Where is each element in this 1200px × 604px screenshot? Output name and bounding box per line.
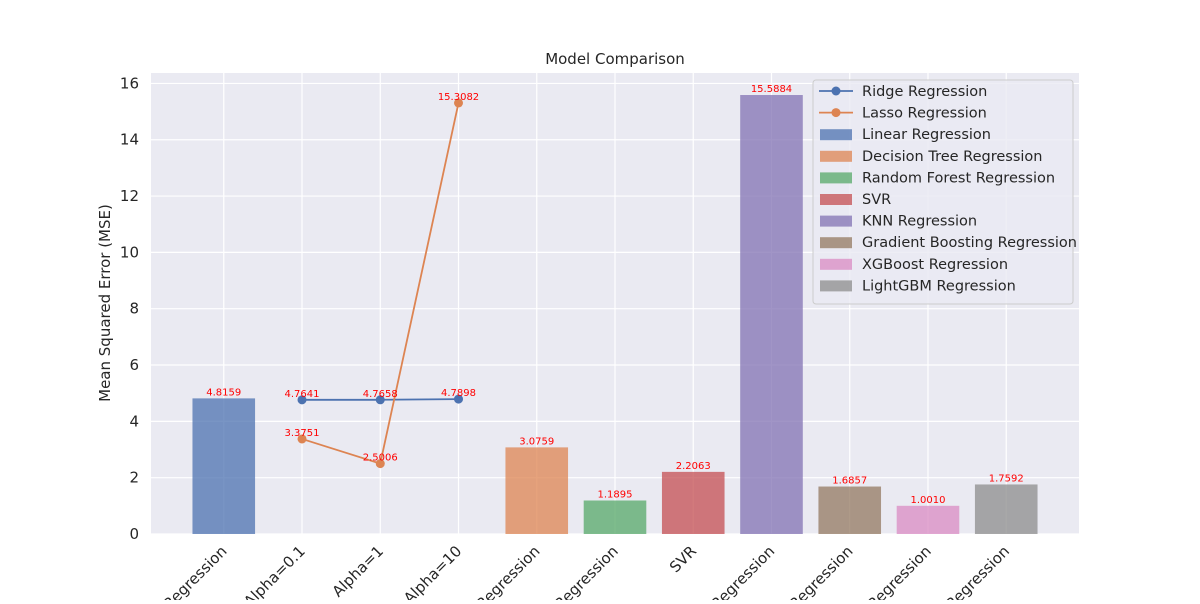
value-label: 15.3082: [438, 92, 479, 103]
value-label: 4.8159: [206, 387, 241, 398]
y-axis-label: Mean Squared Error (MSE): [96, 204, 114, 402]
y-tick-label: 8: [129, 300, 139, 318]
legend-swatch: [820, 258, 852, 270]
legend-swatch: [820, 172, 852, 184]
legend-label: LightGBM Regression: [862, 278, 1016, 294]
bar: [192, 398, 256, 534]
value-label: 4.7641: [285, 389, 320, 400]
value-label: 1.6857: [832, 476, 867, 487]
line-marker: [375, 459, 385, 469]
line-marker: [454, 394, 464, 404]
legend-swatch: [820, 150, 852, 162]
legend-marker: [831, 86, 841, 96]
bar: [818, 486, 882, 534]
value-label: 4.7658: [363, 389, 398, 400]
y-tick-label: 4: [129, 412, 139, 430]
x-tick-label: Linear Regression: [124, 542, 231, 600]
y-tick-label: 12: [120, 187, 139, 205]
x-tick-label: Alpha=10: [400, 542, 465, 600]
x-tick-label: SVR: [666, 542, 700, 576]
bar: [505, 447, 569, 534]
legend-swatch: [820, 194, 852, 205]
value-label: 2.2063: [676, 461, 711, 472]
legend-label: Random Forest Regression: [862, 170, 1055, 186]
legend-label: Decision Tree Regression: [862, 149, 1042, 165]
value-label: 2.5006: [363, 453, 398, 464]
legend-swatch: [820, 215, 852, 227]
value-label: 4.7898: [441, 388, 476, 399]
legend-label: Ridge Regression: [862, 84, 987, 100]
line-marker: [297, 434, 307, 444]
line-marker: [454, 98, 464, 108]
legend: Ridge Regression Lasso Regression Linear R…: [812, 79, 1077, 305]
legend-swatch: [820, 237, 852, 249]
x-tick-label: Alpha=1: [329, 542, 388, 600]
value-label: 15.5884: [751, 84, 792, 95]
value-label: 1.1895: [598, 490, 633, 501]
line-marker: [297, 395, 307, 405]
value-label: 1.0010: [910, 495, 945, 506]
legend-swatch: [820, 280, 852, 292]
line-marker: [375, 395, 385, 405]
legend-swatch: [820, 129, 852, 141]
legend-label: SVR: [862, 192, 891, 208]
legend-label: KNN Regression: [862, 214, 977, 230]
legend-label: Gradient Boosting Regression: [862, 235, 1077, 251]
legend-marker: [831, 108, 841, 118]
y-tick-label: 10: [120, 243, 139, 261]
bar: [661, 471, 725, 534]
chart-title: Model Comparison: [545, 50, 685, 68]
bar: [974, 484, 1038, 534]
value-label: 1.7592: [989, 473, 1024, 484]
marks: [192, 95, 1038, 534]
y-tick-label: 0: [129, 525, 139, 543]
legend-box: [812, 79, 1074, 305]
y-tick-label: 2: [129, 469, 139, 487]
y-tick-label: 14: [120, 131, 139, 149]
bar: [896, 505, 960, 534]
bar: [740, 95, 803, 534]
value-label: 3.0759: [519, 436, 554, 447]
legend-label: Linear Regression: [862, 127, 991, 143]
legend-label: Lasso Regression: [862, 106, 987, 122]
grid: [151, 73, 1079, 535]
y-tick-label: 6: [129, 356, 139, 374]
x-tick-label: Alpha=0.1: [240, 542, 309, 600]
value-label: 3.3751: [285, 428, 320, 439]
y-tick-label: 16: [120, 74, 139, 92]
legend-label: XGBoost Regression: [862, 257, 1008, 273]
bar: [583, 500, 647, 534]
